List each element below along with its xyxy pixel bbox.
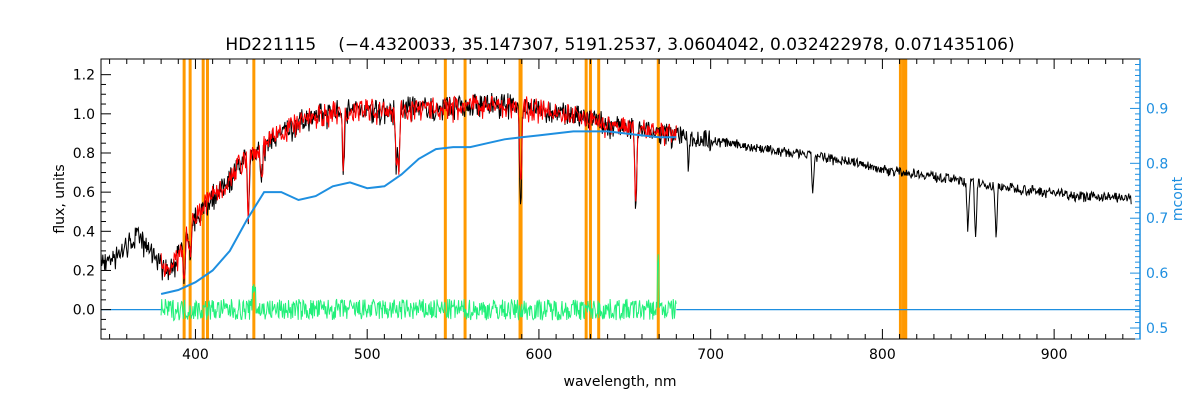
x-tick-label: 800 — [869, 347, 896, 363]
x-tick-label: 600 — [526, 347, 553, 363]
x-tick-label: 400 — [182, 347, 209, 363]
chart-subtitle: (−4.4320033, 35.147307, 5191.2537, 3.060… — [338, 35, 1014, 55]
x-tick-label: 500 — [354, 347, 381, 363]
series-layer — [100, 92, 1140, 322]
y-tick-label: 1.2 — [73, 68, 95, 84]
y-tick-label: 0.8 — [73, 146, 95, 162]
continuum-line — [160, 130, 677, 295]
y2-tick-label: 0.6 — [1146, 266, 1168, 282]
y-tick-label: 0.0 — [73, 303, 95, 319]
y2-tick-label: 0.9 — [1146, 101, 1168, 117]
y-axis-label: flux, units — [52, 164, 68, 233]
mask-lines — [182, 59, 908, 339]
y2-axis-label: mcont — [1170, 176, 1186, 221]
residual-line — [160, 254, 677, 322]
chart-title-block: HD221115 (−4.4320033, 35.147307, 5191.253… — [225, 35, 1014, 55]
y-tick-label: 0.2 — [73, 263, 95, 279]
y2-axis: 0.5 0.6 0.7 0.8 0.9 — [1130, 59, 1168, 340]
y2-tick-label: 0.7 — [1146, 211, 1168, 227]
y2-tick-label: 0.5 — [1146, 321, 1168, 337]
y2-tick-label: 0.8 — [1146, 156, 1168, 172]
x-tick-label: 900 — [1041, 347, 1068, 363]
model-spectrum-line — [160, 94, 677, 280]
x-axis: 400 500 600 700 800 900 — [109, 59, 1141, 363]
y-tick-label: 1.0 — [73, 107, 95, 123]
y-tick-label: 0.4 — [73, 224, 95, 240]
y-tick-label: 0.6 — [73, 185, 95, 201]
x-axis-label: wavelength, nm — [564, 374, 677, 390]
plot-frame — [100, 58, 1141, 340]
observed-spectrum-line — [100, 92, 1132, 285]
x-tick-label: 700 — [697, 347, 724, 363]
chart-title: HD221115 — [225, 35, 316, 55]
y-axis: 0.0 0.2 0.4 0.6 0.8 1.0 1.2 — [73, 68, 111, 330]
